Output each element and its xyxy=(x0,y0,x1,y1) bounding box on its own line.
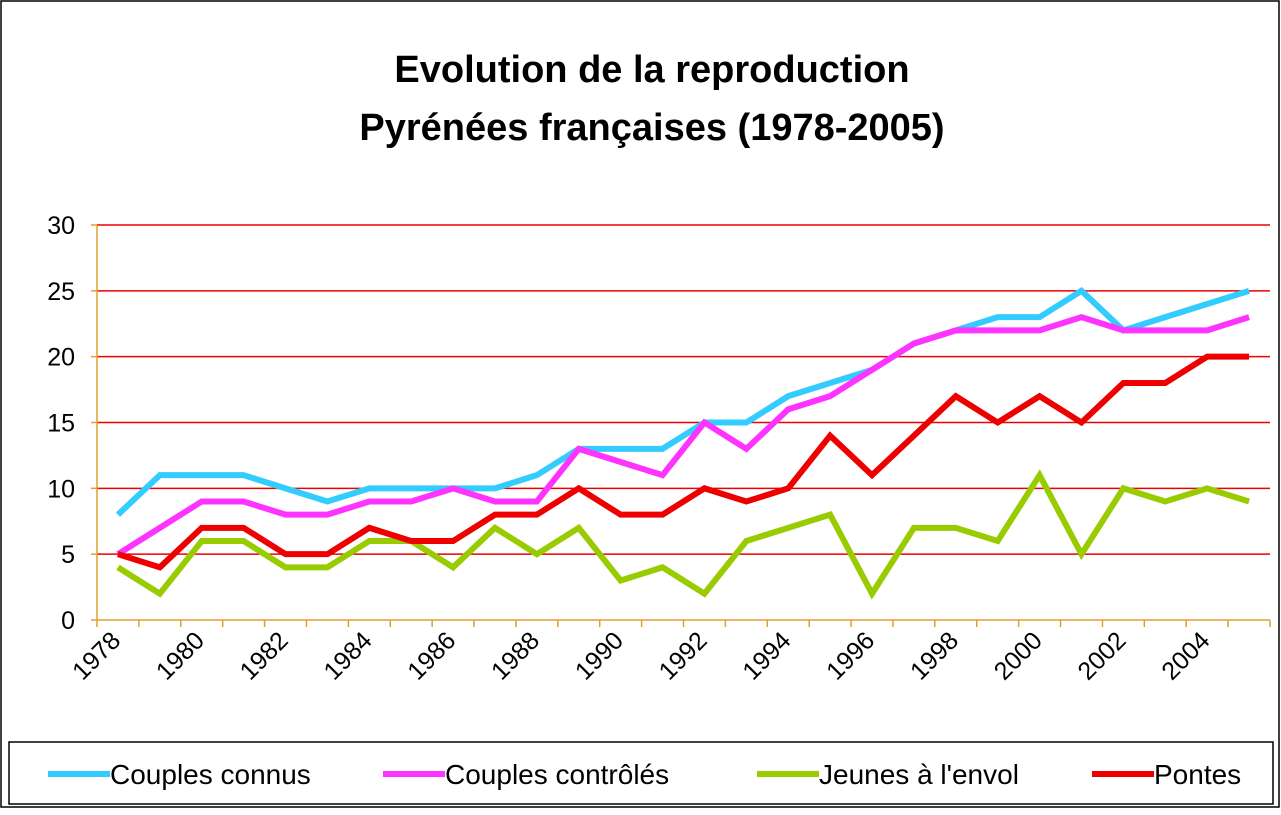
y-tick-label: 30 xyxy=(47,212,75,240)
series-line xyxy=(115,287,1250,517)
y-tick-label: 5 xyxy=(61,541,75,569)
legend-label: Couples contrôlés xyxy=(445,759,669,790)
legend-label: Pontes xyxy=(1154,759,1241,790)
y-tick-label: 15 xyxy=(47,410,75,438)
y-tick-label: 10 xyxy=(47,475,75,503)
chart-subtitle: Pyrénées françaises (1978-2005) xyxy=(359,107,944,149)
legend-label: Couples connus xyxy=(110,759,311,790)
y-tick-label: 25 xyxy=(47,278,75,306)
chart-title: Evolution de la reproduction xyxy=(394,49,909,91)
y-tick-label: 0 xyxy=(61,607,75,635)
series-line xyxy=(117,353,1250,571)
legend-label: Jeunes à l'envol xyxy=(819,759,1019,790)
legend-box xyxy=(8,741,1274,805)
series-line xyxy=(116,469,1250,600)
series-line xyxy=(116,314,1250,557)
y-tick-label: 20 xyxy=(47,344,75,372)
